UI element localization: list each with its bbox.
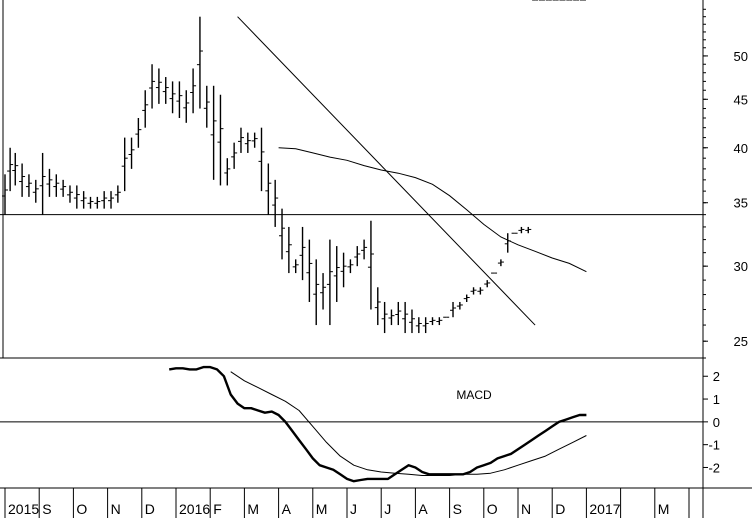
moving-average-line: [278, 147, 587, 273]
month-label: M: [316, 501, 328, 517]
month-label: O: [487, 501, 498, 517]
month-label: M: [658, 501, 670, 517]
month-label: 2015: [8, 501, 39, 517]
month-label: A: [282, 501, 292, 517]
month-label: N: [521, 501, 531, 517]
price-y-tick-label: 25: [734, 334, 748, 349]
macd-y-tick-label: 0: [713, 415, 720, 430]
month-label: M: [247, 501, 259, 517]
macd-panel: 2 1 0 -1 -2 MACD: [0, 365, 720, 483]
time-axis: 2015 S O N D 2016 F M A M J J A S O N D 2017 M: [0, 487, 752, 518]
macd-annotation: MACD: [456, 388, 492, 402]
month-label: S: [42, 501, 51, 517]
month-label: 2016: [179, 501, 210, 517]
price-y-tick-label: 35: [734, 196, 748, 211]
macd-y-tick-label: 2: [713, 369, 720, 384]
month-label: S: [453, 501, 462, 517]
macd-line: [169, 365, 587, 483]
month-label: A: [418, 501, 428, 517]
price-y-tick-label: 50: [734, 49, 748, 64]
price-y-tick-label: 45: [734, 92, 748, 107]
month-label: J: [384, 501, 391, 517]
month-label: D: [145, 501, 155, 517]
month-label: J: [350, 501, 357, 517]
macd-y-tick-label: 1: [713, 392, 720, 407]
month-label: D: [555, 501, 565, 517]
signal-line: [230, 371, 587, 476]
price-y-tick-label: 40: [734, 141, 748, 156]
price-y-tick-label: 30: [734, 259, 748, 274]
month-label: O: [76, 501, 87, 517]
month-label: F: [213, 501, 222, 517]
month-label: 2017: [589, 501, 620, 517]
macd-y-tick-label: -2: [708, 460, 720, 475]
month-label: N: [111, 501, 121, 517]
macd-y-tick-label: -1: [708, 438, 720, 453]
